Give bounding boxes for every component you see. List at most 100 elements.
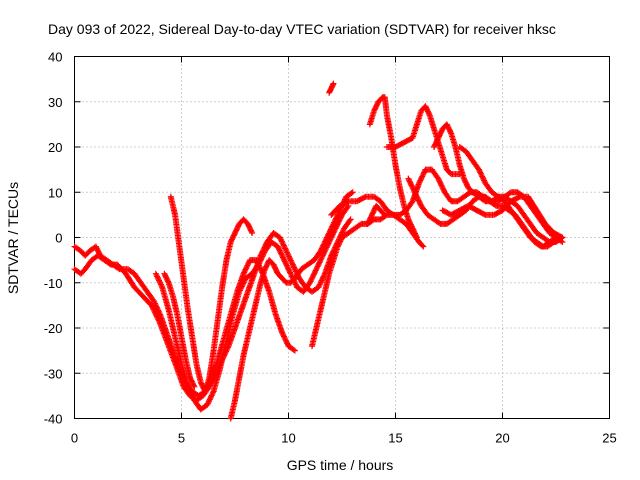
plus-marker xyxy=(279,329,286,336)
y-tick-label: 30 xyxy=(48,95,62,110)
plus-marker xyxy=(411,189,418,196)
plus-marker xyxy=(306,279,313,286)
plus-marker xyxy=(245,261,252,268)
plus-marker xyxy=(312,268,319,275)
plus-marker xyxy=(260,252,267,259)
plus-marker xyxy=(284,263,291,270)
y-tick-label: 0 xyxy=(55,231,62,246)
plus-marker xyxy=(284,340,291,347)
plus-marker xyxy=(439,185,446,192)
plus-marker xyxy=(256,258,263,265)
plus-marker xyxy=(476,167,483,174)
grid-lines xyxy=(74,56,610,419)
y-tick-label: -10 xyxy=(44,276,63,291)
plus-marker xyxy=(331,219,338,226)
plus-marker xyxy=(426,111,433,118)
plus-marker xyxy=(405,175,412,182)
plus-marker xyxy=(288,272,295,279)
plus-marker xyxy=(437,181,444,188)
plus-marker xyxy=(287,257,294,264)
plus-marker xyxy=(324,233,331,240)
plus-marker xyxy=(329,222,336,229)
plus-marker xyxy=(260,250,267,257)
plus-marker xyxy=(407,181,414,188)
plus-marker xyxy=(346,217,353,224)
plus-marker xyxy=(248,228,255,235)
x-tick-label: 5 xyxy=(178,431,185,446)
plus-marker xyxy=(308,275,315,282)
plus-marker xyxy=(312,267,319,274)
plus-marker xyxy=(409,183,416,190)
plus-marker xyxy=(280,242,287,249)
plus-marker xyxy=(290,263,297,270)
plus-marker xyxy=(156,278,163,285)
data-track xyxy=(439,193,566,241)
plus-marker xyxy=(285,266,292,273)
plus-marker xyxy=(186,386,193,393)
plus-marker xyxy=(447,129,454,136)
plus-marker xyxy=(286,267,293,274)
plus-marker xyxy=(148,302,155,309)
plus-marker xyxy=(281,334,288,341)
plus-marker xyxy=(155,308,162,315)
plus-marker xyxy=(317,256,324,263)
plus-marker xyxy=(149,303,156,310)
plus-marker xyxy=(318,278,325,285)
x-tick-label: 25 xyxy=(602,431,616,446)
plus-marker xyxy=(408,182,415,189)
plus-marker xyxy=(349,189,356,196)
plus-marker xyxy=(279,330,286,337)
plus-marker xyxy=(277,235,284,242)
plus-marker xyxy=(311,270,318,277)
plus-marker xyxy=(185,385,192,392)
plus-marker xyxy=(331,218,338,225)
plus-marker xyxy=(413,191,420,198)
plus-marker xyxy=(288,258,295,265)
plus-marker xyxy=(420,243,427,250)
plus-marker xyxy=(327,226,334,233)
plus-marker xyxy=(281,257,288,264)
plus-marker xyxy=(292,281,299,288)
plus-marker xyxy=(330,80,337,87)
plus-marker xyxy=(187,389,194,396)
plus-marker xyxy=(315,262,322,269)
plus-marker xyxy=(285,252,292,259)
plus-marker xyxy=(418,174,425,181)
plus-marker xyxy=(318,246,325,253)
plus-marker xyxy=(280,255,287,262)
plus-marker xyxy=(241,277,248,284)
plus-marker xyxy=(318,255,325,262)
plus-marker xyxy=(406,178,413,185)
plus-marker xyxy=(417,176,424,183)
plus-marker xyxy=(479,174,486,181)
plus-marker xyxy=(318,277,325,284)
plus-marker xyxy=(276,246,283,253)
plus-marker xyxy=(208,378,215,385)
plus-marker xyxy=(333,215,340,222)
plus-marker xyxy=(316,282,323,289)
y-tick-label: -40 xyxy=(44,412,63,427)
plus-marker xyxy=(205,399,212,406)
plus-marker xyxy=(416,180,423,187)
plus-marker xyxy=(334,211,341,218)
plus-marker xyxy=(154,273,161,280)
plus-marker xyxy=(479,173,486,180)
plus-marker xyxy=(419,172,426,179)
plus-marker xyxy=(325,231,332,238)
plus-marker xyxy=(259,253,266,260)
plus-marker xyxy=(278,251,285,258)
plus-marker xyxy=(241,267,248,274)
plus-marker xyxy=(321,239,328,246)
plus-marker xyxy=(186,387,193,394)
plus-marker xyxy=(283,262,290,269)
plus-marker xyxy=(420,170,427,177)
plus-marker xyxy=(237,286,244,293)
plus-marker xyxy=(155,316,162,323)
plus-marker xyxy=(319,252,326,259)
plus-marker xyxy=(282,246,289,253)
plus-marker xyxy=(283,261,290,268)
plus-marker xyxy=(339,228,346,235)
plus-marker xyxy=(316,259,323,266)
plus-marker xyxy=(207,395,214,402)
